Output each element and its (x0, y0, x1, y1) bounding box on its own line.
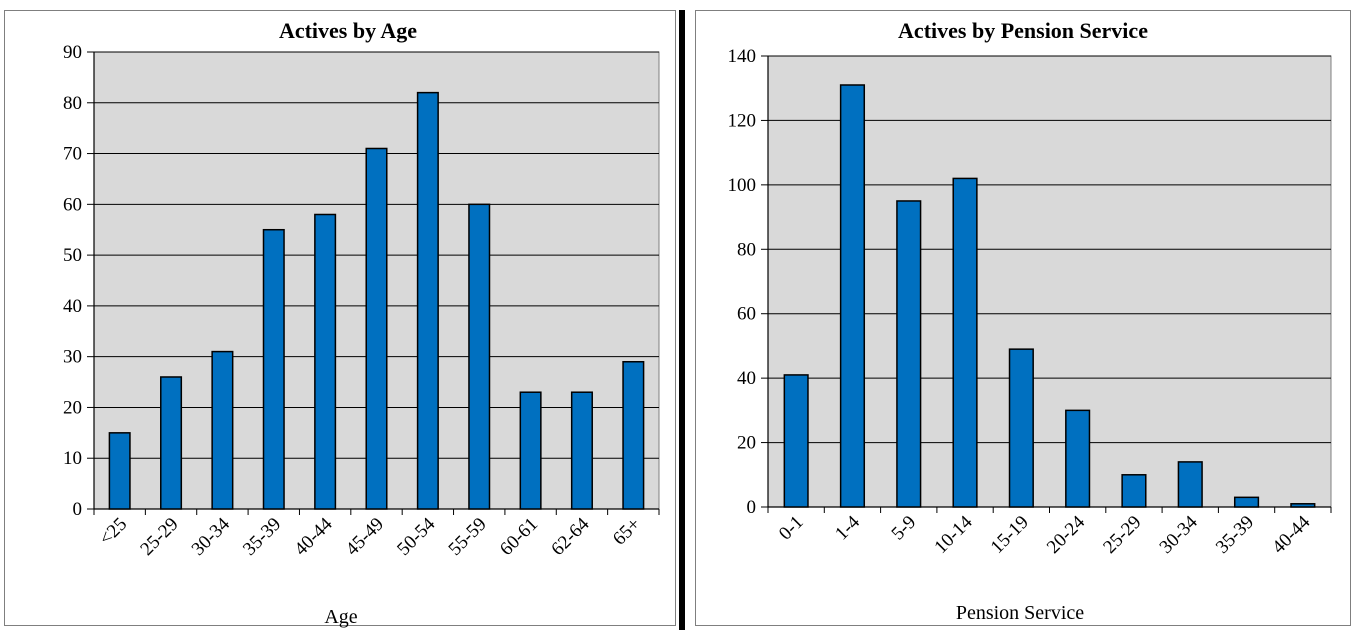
y-tick-label-age: 70 (63, 144, 82, 165)
bar-age (160, 376, 183, 510)
x-tick-label-service: 20-24 (1043, 511, 1090, 558)
bar-age (468, 203, 491, 510)
chart-title-pension-service: Actives by Pension Service (898, 18, 1148, 43)
bar-age (622, 360, 645, 510)
y-tick-label-age: 50 (63, 245, 82, 266)
x-tick-label-service: 10-14 (930, 511, 977, 558)
x-tick-label-age: 55-59 (445, 514, 491, 560)
bar-service (1065, 409, 1091, 508)
bar-service (952, 177, 978, 508)
y-tick-label-service: 80 (737, 239, 756, 260)
y-tick-label-service: 0 (747, 497, 757, 518)
y-tick-label-age: 30 (63, 347, 82, 368)
x-axis-label-pension-service: Pension Service (956, 602, 1084, 624)
y-tick-label-age: 10 (63, 448, 82, 469)
x-tick-label-age: <25 (95, 514, 131, 550)
x-tick-label-age: 40-44 (290, 513, 337, 560)
y-tick-label-age: 90 (63, 42, 82, 63)
bar-age (416, 91, 439, 510)
y-tick-label-age: 80 (63, 93, 82, 114)
bar-service (1008, 348, 1034, 508)
bar-service (783, 374, 809, 508)
x-tick-label-service: 40-44 (1268, 511, 1315, 558)
x-tick-label-age: 60-61 (496, 514, 542, 560)
x-tick-label-age: 30-34 (188, 513, 235, 560)
bar-service (896, 200, 922, 508)
x-tick-label-age: 35-39 (239, 514, 285, 560)
bar-service (1121, 474, 1147, 508)
y-tick-label-service: 20 (737, 433, 756, 454)
x-axis-label-age: Age (324, 606, 357, 628)
x-tick-label-age: 50-54 (393, 513, 440, 560)
bar-age (262, 228, 285, 510)
bar-service (1290, 503, 1316, 508)
bar-service (1233, 496, 1260, 508)
x-tick-label-service: 15-19 (987, 512, 1033, 558)
x-tick-label-service: 35-39 (1212, 512, 1258, 558)
y-tick-label-service: 60 (737, 304, 756, 325)
x-tick-label-service: 25-29 (1099, 512, 1145, 558)
x-tick-label-age: 45-49 (342, 514, 388, 560)
x-tick-label-service: 0-1 (775, 512, 808, 545)
bar-age (314, 213, 337, 510)
y-tick-label-age: 60 (63, 194, 82, 215)
y-tick-label-service: 100 (728, 175, 757, 196)
bar-age (365, 147, 388, 510)
x-tick-label-age: 65+ (609, 514, 645, 550)
y-tick-label-service: 120 (728, 110, 757, 131)
y-tick-label-age: 0 (73, 499, 83, 520)
x-tick-label-service: 1-4 (831, 511, 864, 544)
bar-age (211, 350, 234, 510)
x-tick-label-age: 62-64 (547, 513, 594, 560)
bar-service (839, 84, 866, 508)
bar-age (108, 432, 131, 510)
bar-age (570, 391, 593, 510)
y-tick-label-age: 40 (63, 296, 82, 317)
x-tick-label-age: 25-29 (136, 514, 182, 560)
panel-divider (679, 10, 685, 630)
y-tick-label-service: 140 (728, 46, 757, 67)
bar-age (519, 391, 542, 510)
chart-title-age: Actives by Age (279, 18, 417, 43)
y-tick-label-service: 40 (737, 368, 756, 389)
x-tick-label-service: 30-34 (1156, 511, 1203, 558)
x-tick-label-service: 5-9 (888, 512, 921, 545)
bar-service (1177, 461, 1203, 508)
y-tick-label-age: 20 (63, 397, 82, 418)
